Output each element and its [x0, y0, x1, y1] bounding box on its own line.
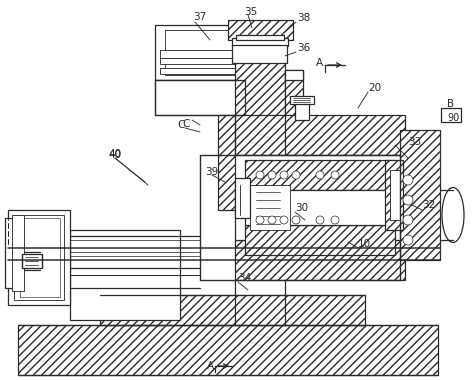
Circle shape: [268, 171, 276, 179]
Text: 35: 35: [244, 7, 257, 17]
Text: A: A: [316, 58, 323, 68]
Bar: [235, 155, 405, 240]
Bar: [245, 225, 395, 255]
Bar: [22, 254, 42, 268]
Text: 10: 10: [358, 239, 371, 249]
Bar: [250, 185, 290, 230]
Circle shape: [403, 215, 413, 225]
Text: 39: 39: [205, 167, 218, 177]
Ellipse shape: [442, 187, 464, 242]
Bar: [235, 35, 285, 210]
Bar: [245, 160, 395, 190]
Text: 34: 34: [238, 273, 251, 283]
Circle shape: [316, 171, 324, 179]
Bar: [295, 100, 309, 120]
Circle shape: [292, 216, 300, 224]
Text: 20: 20: [368, 83, 381, 93]
Bar: [100, 295, 365, 325]
Bar: [155, 25, 245, 80]
Bar: [12, 215, 24, 291]
Bar: [160, 68, 240, 74]
Text: 40: 40: [108, 150, 121, 160]
Text: 37: 37: [193, 12, 206, 22]
Circle shape: [403, 195, 413, 205]
Circle shape: [403, 235, 413, 245]
Bar: [218, 115, 236, 210]
Bar: [235, 240, 405, 280]
Text: A: A: [207, 361, 214, 371]
Circle shape: [268, 216, 276, 224]
Bar: [400, 130, 440, 260]
Text: 40: 40: [108, 149, 121, 159]
Circle shape: [331, 171, 339, 179]
Bar: [245, 190, 395, 225]
Bar: [228, 20, 293, 40]
Bar: [165, 30, 237, 75]
Text: 32: 32: [422, 200, 435, 210]
Text: C: C: [177, 120, 184, 130]
Circle shape: [280, 171, 288, 179]
Text: 30: 30: [295, 203, 308, 213]
Circle shape: [331, 216, 339, 224]
Circle shape: [256, 171, 264, 179]
Bar: [232, 45, 287, 63]
Bar: [390, 170, 400, 220]
Circle shape: [403, 175, 413, 185]
Bar: [5, 218, 20, 288]
Bar: [160, 50, 240, 58]
Bar: [14, 215, 64, 300]
Circle shape: [256, 216, 264, 224]
Text: C: C: [182, 119, 190, 129]
Bar: [236, 35, 284, 40]
Circle shape: [316, 216, 324, 224]
Bar: [285, 70, 303, 120]
Bar: [160, 58, 240, 64]
Text: 38: 38: [297, 13, 310, 23]
Circle shape: [280, 216, 288, 224]
Text: 90: 90: [447, 113, 459, 123]
Bar: [8, 210, 70, 305]
Bar: [155, 80, 245, 115]
Bar: [385, 160, 403, 230]
Bar: [235, 115, 405, 155]
Bar: [70, 230, 180, 320]
Bar: [441, 108, 461, 122]
Bar: [285, 70, 303, 80]
Bar: [20, 218, 60, 297]
Bar: [18, 325, 438, 375]
Text: B: B: [447, 99, 454, 109]
Circle shape: [292, 171, 300, 179]
Bar: [290, 96, 314, 104]
Bar: [232, 38, 288, 46]
Text: 33: 33: [408, 137, 421, 147]
Text: 36: 36: [297, 43, 310, 53]
Bar: [235, 178, 250, 218]
